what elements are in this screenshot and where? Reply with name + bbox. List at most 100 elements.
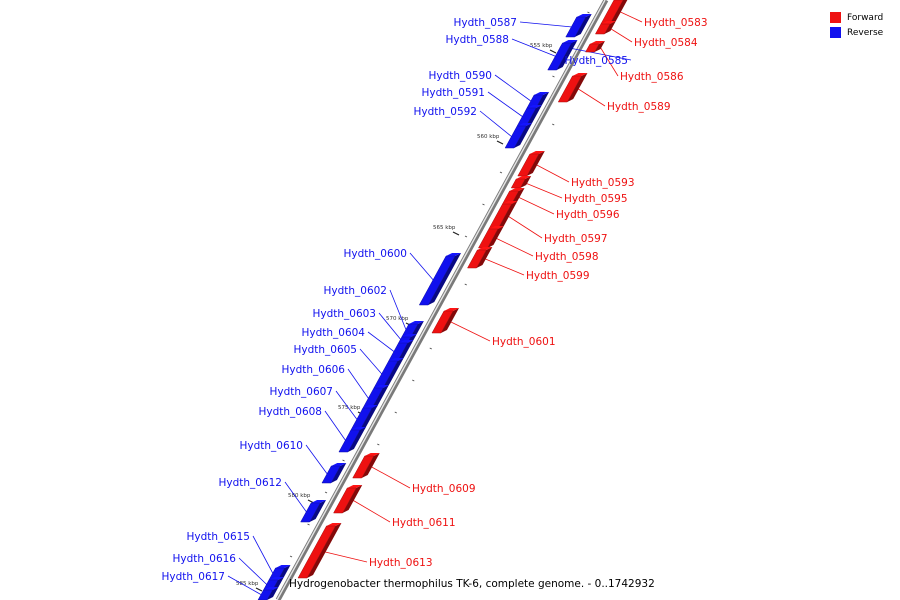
gene-leader-line xyxy=(526,183,563,199)
gene-leader-line xyxy=(378,312,402,341)
gene-label[interactable]: Hydth_0606 xyxy=(281,364,345,376)
gene-leader-line xyxy=(284,481,308,513)
gene-label[interactable]: Hydth_0588 xyxy=(445,34,509,46)
scale-label: 585 kbp xyxy=(236,581,259,587)
gene-label[interactable]: Hydth_0589 xyxy=(607,101,671,113)
axis-tick xyxy=(552,75,555,78)
gene-feature xyxy=(526,92,550,109)
axis-tick xyxy=(464,283,467,286)
gene-label[interactable]: Hydth_0595 xyxy=(564,193,628,205)
gene-feature xyxy=(321,463,347,484)
gene-label[interactable]: Hydth_0599 xyxy=(526,270,590,282)
gene-feature xyxy=(467,247,493,269)
gene-label[interactable]: Hydth_0598 xyxy=(535,251,599,263)
gene-leader-line xyxy=(561,46,632,61)
gene-feature xyxy=(352,453,380,479)
gene-leader-line xyxy=(496,238,534,257)
axis-tick xyxy=(342,459,345,462)
gene-leader-line xyxy=(367,331,395,353)
axis-tick xyxy=(464,235,468,238)
legend-item-reverse: Reverse xyxy=(830,25,900,40)
gene-label[interactable]: Hydth_0607 xyxy=(269,386,333,398)
gene-label[interactable]: Hydth_0608 xyxy=(258,406,322,418)
gene-label[interactable]: Hydth_0592 xyxy=(413,106,477,118)
gene-label[interactable]: Hydth_0601 xyxy=(492,336,556,348)
gene-feature xyxy=(268,565,291,581)
genome-caption: Hydrogenobacter thermophilus TK-6, compl… xyxy=(289,578,655,590)
scale-label: 580 kbp xyxy=(288,493,311,499)
gene-feature xyxy=(297,523,342,579)
scale-label: 570 kbp xyxy=(386,316,409,322)
gene-leader-line xyxy=(487,91,524,118)
axis-tick xyxy=(324,491,328,494)
axis-tick xyxy=(587,11,590,14)
gene-feature xyxy=(565,14,592,38)
gene-label[interactable]: Hydth_0591 xyxy=(421,87,485,99)
axis-tick xyxy=(394,411,397,414)
legend-swatch-forward xyxy=(830,12,841,23)
gene-label[interactable]: Hydth_0605 xyxy=(293,344,357,356)
gene-label[interactable]: Hydth_0603 xyxy=(312,308,376,320)
gene-leader-line xyxy=(620,11,643,23)
gene-label[interactable]: Hydth_0602 xyxy=(323,285,387,297)
gene-label[interactable]: Hydth_0616 xyxy=(172,553,236,565)
gene-label[interactable]: Hydth_0585 xyxy=(564,55,628,67)
gene-leader-line xyxy=(371,466,411,489)
legend-label-reverse: Reverse xyxy=(847,27,884,38)
gene-label[interactable]: Hydth_0613 xyxy=(369,557,433,569)
gene-feature xyxy=(338,427,366,453)
gene-feature xyxy=(263,577,284,591)
gene-label[interactable]: Hydth_0604 xyxy=(301,327,365,339)
gene-leader-line xyxy=(518,197,555,215)
gene-leader-line xyxy=(305,444,328,475)
gene-leader-line xyxy=(494,74,532,102)
gene-label[interactable]: Hydth_0617 xyxy=(161,571,225,583)
gene-label[interactable]: Hydth_0583 xyxy=(644,17,708,29)
gene-feature xyxy=(517,151,545,177)
gene-label[interactable]: Hydth_0600 xyxy=(343,248,407,260)
axis-tick xyxy=(289,555,293,558)
gene-label[interactable]: Hydth_0593 xyxy=(571,177,635,189)
legend-swatch-reverse xyxy=(830,27,841,38)
scale-label: 555 kbp xyxy=(530,43,553,49)
gene-leader-line xyxy=(359,348,383,375)
legend-item-forward: Forward xyxy=(830,10,900,25)
gene-leader-lines xyxy=(227,11,643,596)
gene-label[interactable]: Hydth_0612 xyxy=(218,477,282,489)
gene-label[interactable]: Hydth_0597 xyxy=(544,233,608,245)
gene-labels: Hydth_0583 Hydth_0584 Hydth_0585 Hydth_0586… xyxy=(161,17,707,583)
axis-tick xyxy=(499,171,503,174)
scale-tick xyxy=(549,49,557,54)
scale-label: 560 kbp xyxy=(477,134,500,140)
gene-leader-line xyxy=(389,289,407,331)
axis-scale-labels: 555 kbp 560 kbp 565 kbp 570 kbp 575 kbp 580 k… xyxy=(236,43,557,592)
gene-label[interactable]: Hydth_0584 xyxy=(634,37,698,49)
legend-label-forward: Forward xyxy=(847,12,884,23)
gene-label[interactable]: Hydth_0590 xyxy=(428,70,492,82)
gene-label[interactable]: Hydth_0587 xyxy=(453,17,517,29)
gene-feature xyxy=(388,340,414,362)
gene-feature xyxy=(333,485,363,514)
genome-axis xyxy=(275,0,609,600)
gene-feature xyxy=(510,176,532,189)
gene-label[interactable]: Hydth_0596 xyxy=(556,209,620,221)
axis-tick xyxy=(482,203,485,206)
axis-tick xyxy=(377,443,380,446)
gene-leader-line xyxy=(536,164,570,183)
gene-feature xyxy=(431,308,459,334)
scale-label: 565 kbp xyxy=(433,225,456,231)
gene-feature xyxy=(300,500,327,523)
gene-leader-line xyxy=(335,390,358,421)
gene-feature xyxy=(504,123,533,149)
gene-feature xyxy=(557,73,588,103)
gene-label[interactable]: Hydth_0611 xyxy=(392,517,456,529)
gene-label[interactable]: Hydth_0586 xyxy=(620,71,684,83)
gene-leader-line xyxy=(347,368,370,400)
gene-label[interactable]: Hydth_0609 xyxy=(412,483,476,495)
gene-leader-line xyxy=(578,88,606,107)
gene-label[interactable]: Hydth_0610 xyxy=(239,440,303,452)
gene-leader-line xyxy=(450,321,491,342)
gene-leader-line xyxy=(519,21,573,28)
gene-label[interactable]: Hydth_0615 xyxy=(186,531,250,543)
